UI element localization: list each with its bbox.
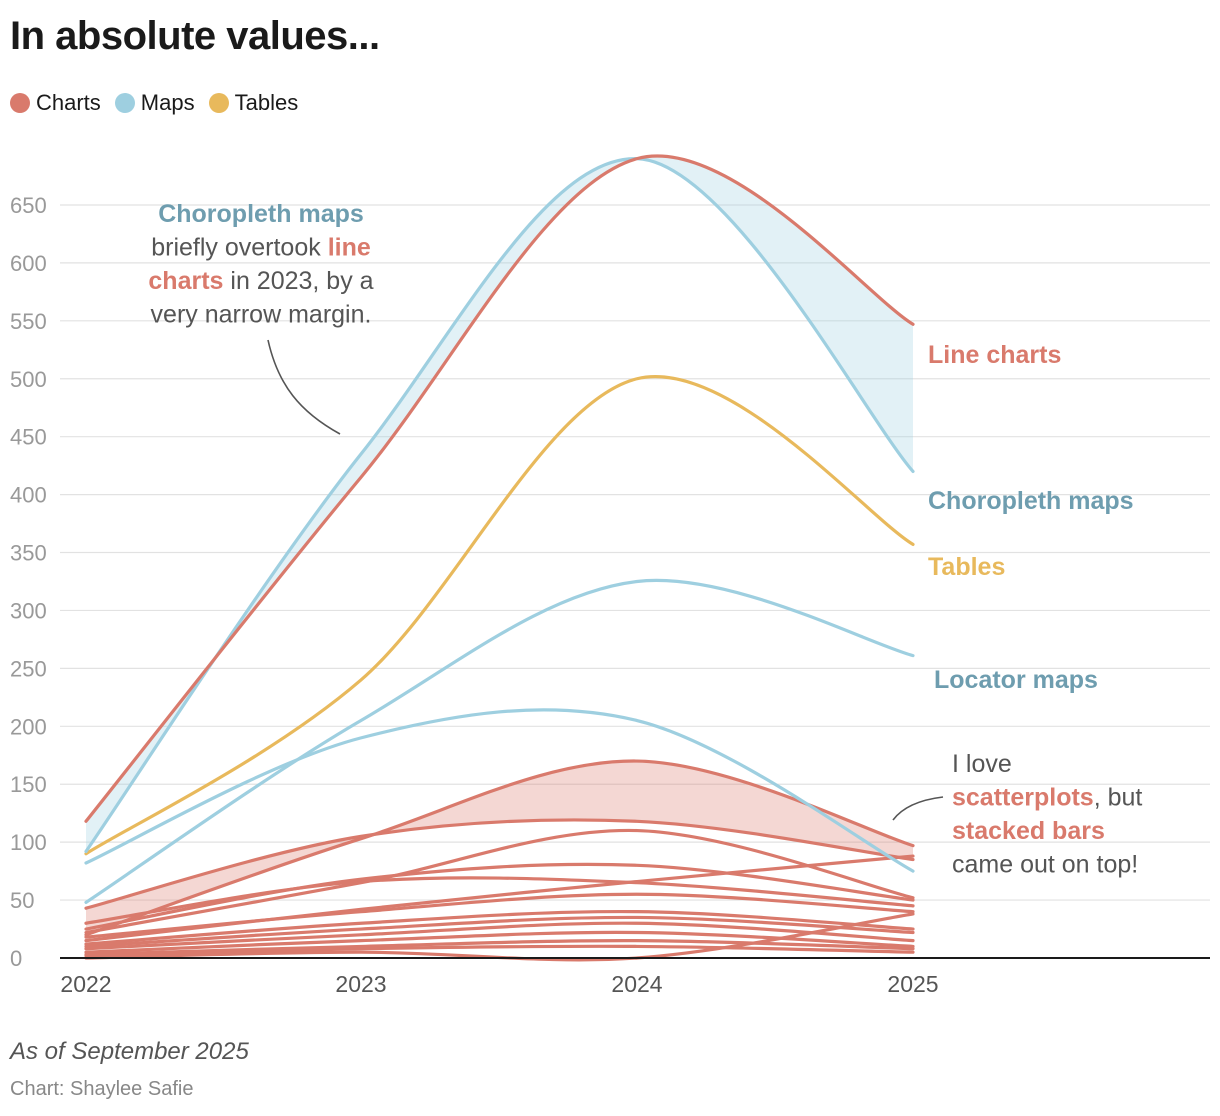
annotation-line: stacked bars bbox=[952, 817, 1105, 845]
annotation-line: came out on top! bbox=[952, 851, 1138, 879]
annotation-line: I love bbox=[952, 750, 1012, 778]
legend-swatch-charts bbox=[10, 93, 30, 113]
annotation-text: in 2023, by a bbox=[223, 267, 373, 295]
series-line-9 bbox=[84, 876, 915, 925]
legend-item-maps: Maps bbox=[114, 90, 195, 116]
annotation-text: I love bbox=[952, 750, 1012, 778]
annotation-line: briefly overtook line bbox=[151, 234, 371, 262]
chart-note: As of September 2025 bbox=[10, 1038, 249, 1065]
legend: Charts Maps Tables bbox=[10, 90, 298, 116]
annotation-connector bbox=[267, 339, 341, 435]
series-line-13 bbox=[84, 915, 915, 949]
annotation-line: charts in 2023, by a bbox=[148, 267, 373, 295]
annotation-line: Choropleth maps bbox=[158, 200, 364, 228]
series-line-5 bbox=[84, 759, 915, 937]
y-tick-label: 450 bbox=[10, 425, 47, 450]
series-line-14 bbox=[84, 921, 915, 951]
y-tick-label: 250 bbox=[10, 656, 47, 681]
x-tick-label: 2024 bbox=[611, 971, 662, 997]
series-line-12 bbox=[84, 909, 915, 946]
series-line-4 bbox=[84, 708, 915, 873]
chart-title: In absolute values... bbox=[10, 14, 380, 58]
series-line-7 bbox=[84, 828, 915, 935]
series-line-16 bbox=[84, 938, 915, 957]
y-tick-label: 150 bbox=[10, 772, 47, 797]
y-tick-label: 600 bbox=[10, 251, 47, 276]
annotation-text: line bbox=[328, 234, 371, 262]
legend-item-tables: Tables bbox=[208, 90, 299, 116]
series-line-6 bbox=[84, 818, 915, 910]
annotation-line: scatterplots, but bbox=[952, 784, 1142, 812]
y-tick-label: 300 bbox=[10, 598, 47, 623]
series-end-label: Choropleth maps bbox=[928, 487, 1134, 515]
series-line-2 bbox=[84, 375, 915, 856]
series-line-0 bbox=[84, 154, 915, 823]
x-tick-label: 2023 bbox=[335, 971, 386, 997]
series-line-8 bbox=[84, 862, 915, 931]
y-tick-label: 350 bbox=[10, 541, 47, 566]
series-line-10 bbox=[84, 854, 915, 943]
x-tick-label: 2025 bbox=[887, 971, 938, 997]
annotation-text: , but bbox=[1094, 784, 1143, 812]
chart-credit: Chart: Shaylee Safie bbox=[10, 1078, 194, 1100]
y-tick-label: 50 bbox=[10, 888, 34, 913]
legend-label-tables: Tables bbox=[234, 90, 299, 115]
y-tick-label: 550 bbox=[10, 309, 47, 334]
legend-label-maps: Maps bbox=[140, 90, 195, 115]
annotation-text: scatterplots bbox=[952, 784, 1094, 812]
series-end-label: Line charts bbox=[928, 341, 1061, 369]
annotation-connector bbox=[892, 796, 944, 821]
y-tick-label: 400 bbox=[10, 483, 47, 508]
x-tick-label: 2022 bbox=[60, 971, 111, 997]
series-end-label: Tables bbox=[928, 553, 1005, 581]
annotation-text: briefly overtook bbox=[151, 234, 327, 262]
legend-label-charts: Charts bbox=[36, 90, 101, 115]
legend-swatch-maps bbox=[114, 93, 135, 113]
y-tick-label: 500 bbox=[10, 367, 47, 392]
series-line-3 bbox=[84, 578, 915, 904]
legend-swatch-tables bbox=[208, 93, 229, 113]
y-tick-label: 0 bbox=[10, 946, 22, 971]
annotation-text: stacked bars bbox=[952, 817, 1105, 845]
annotation-text: Choropleth maps bbox=[158, 200, 364, 228]
y-tick-label: 100 bbox=[10, 830, 47, 855]
highlight-band-stacked-vs-scatter bbox=[86, 761, 913, 935]
annotation-text: very narrow margin. bbox=[151, 301, 372, 329]
series-line-15 bbox=[84, 930, 915, 954]
series-end-label: Locator maps bbox=[934, 666, 1098, 694]
annotation-text: came out on top! bbox=[952, 851, 1138, 879]
annotation-text: charts bbox=[148, 267, 223, 295]
annotation-line: very narrow margin. bbox=[151, 301, 372, 329]
legend-item-charts: Charts bbox=[10, 90, 101, 116]
y-tick-label: 200 bbox=[10, 714, 47, 739]
y-tick-label: 650 bbox=[10, 193, 47, 218]
